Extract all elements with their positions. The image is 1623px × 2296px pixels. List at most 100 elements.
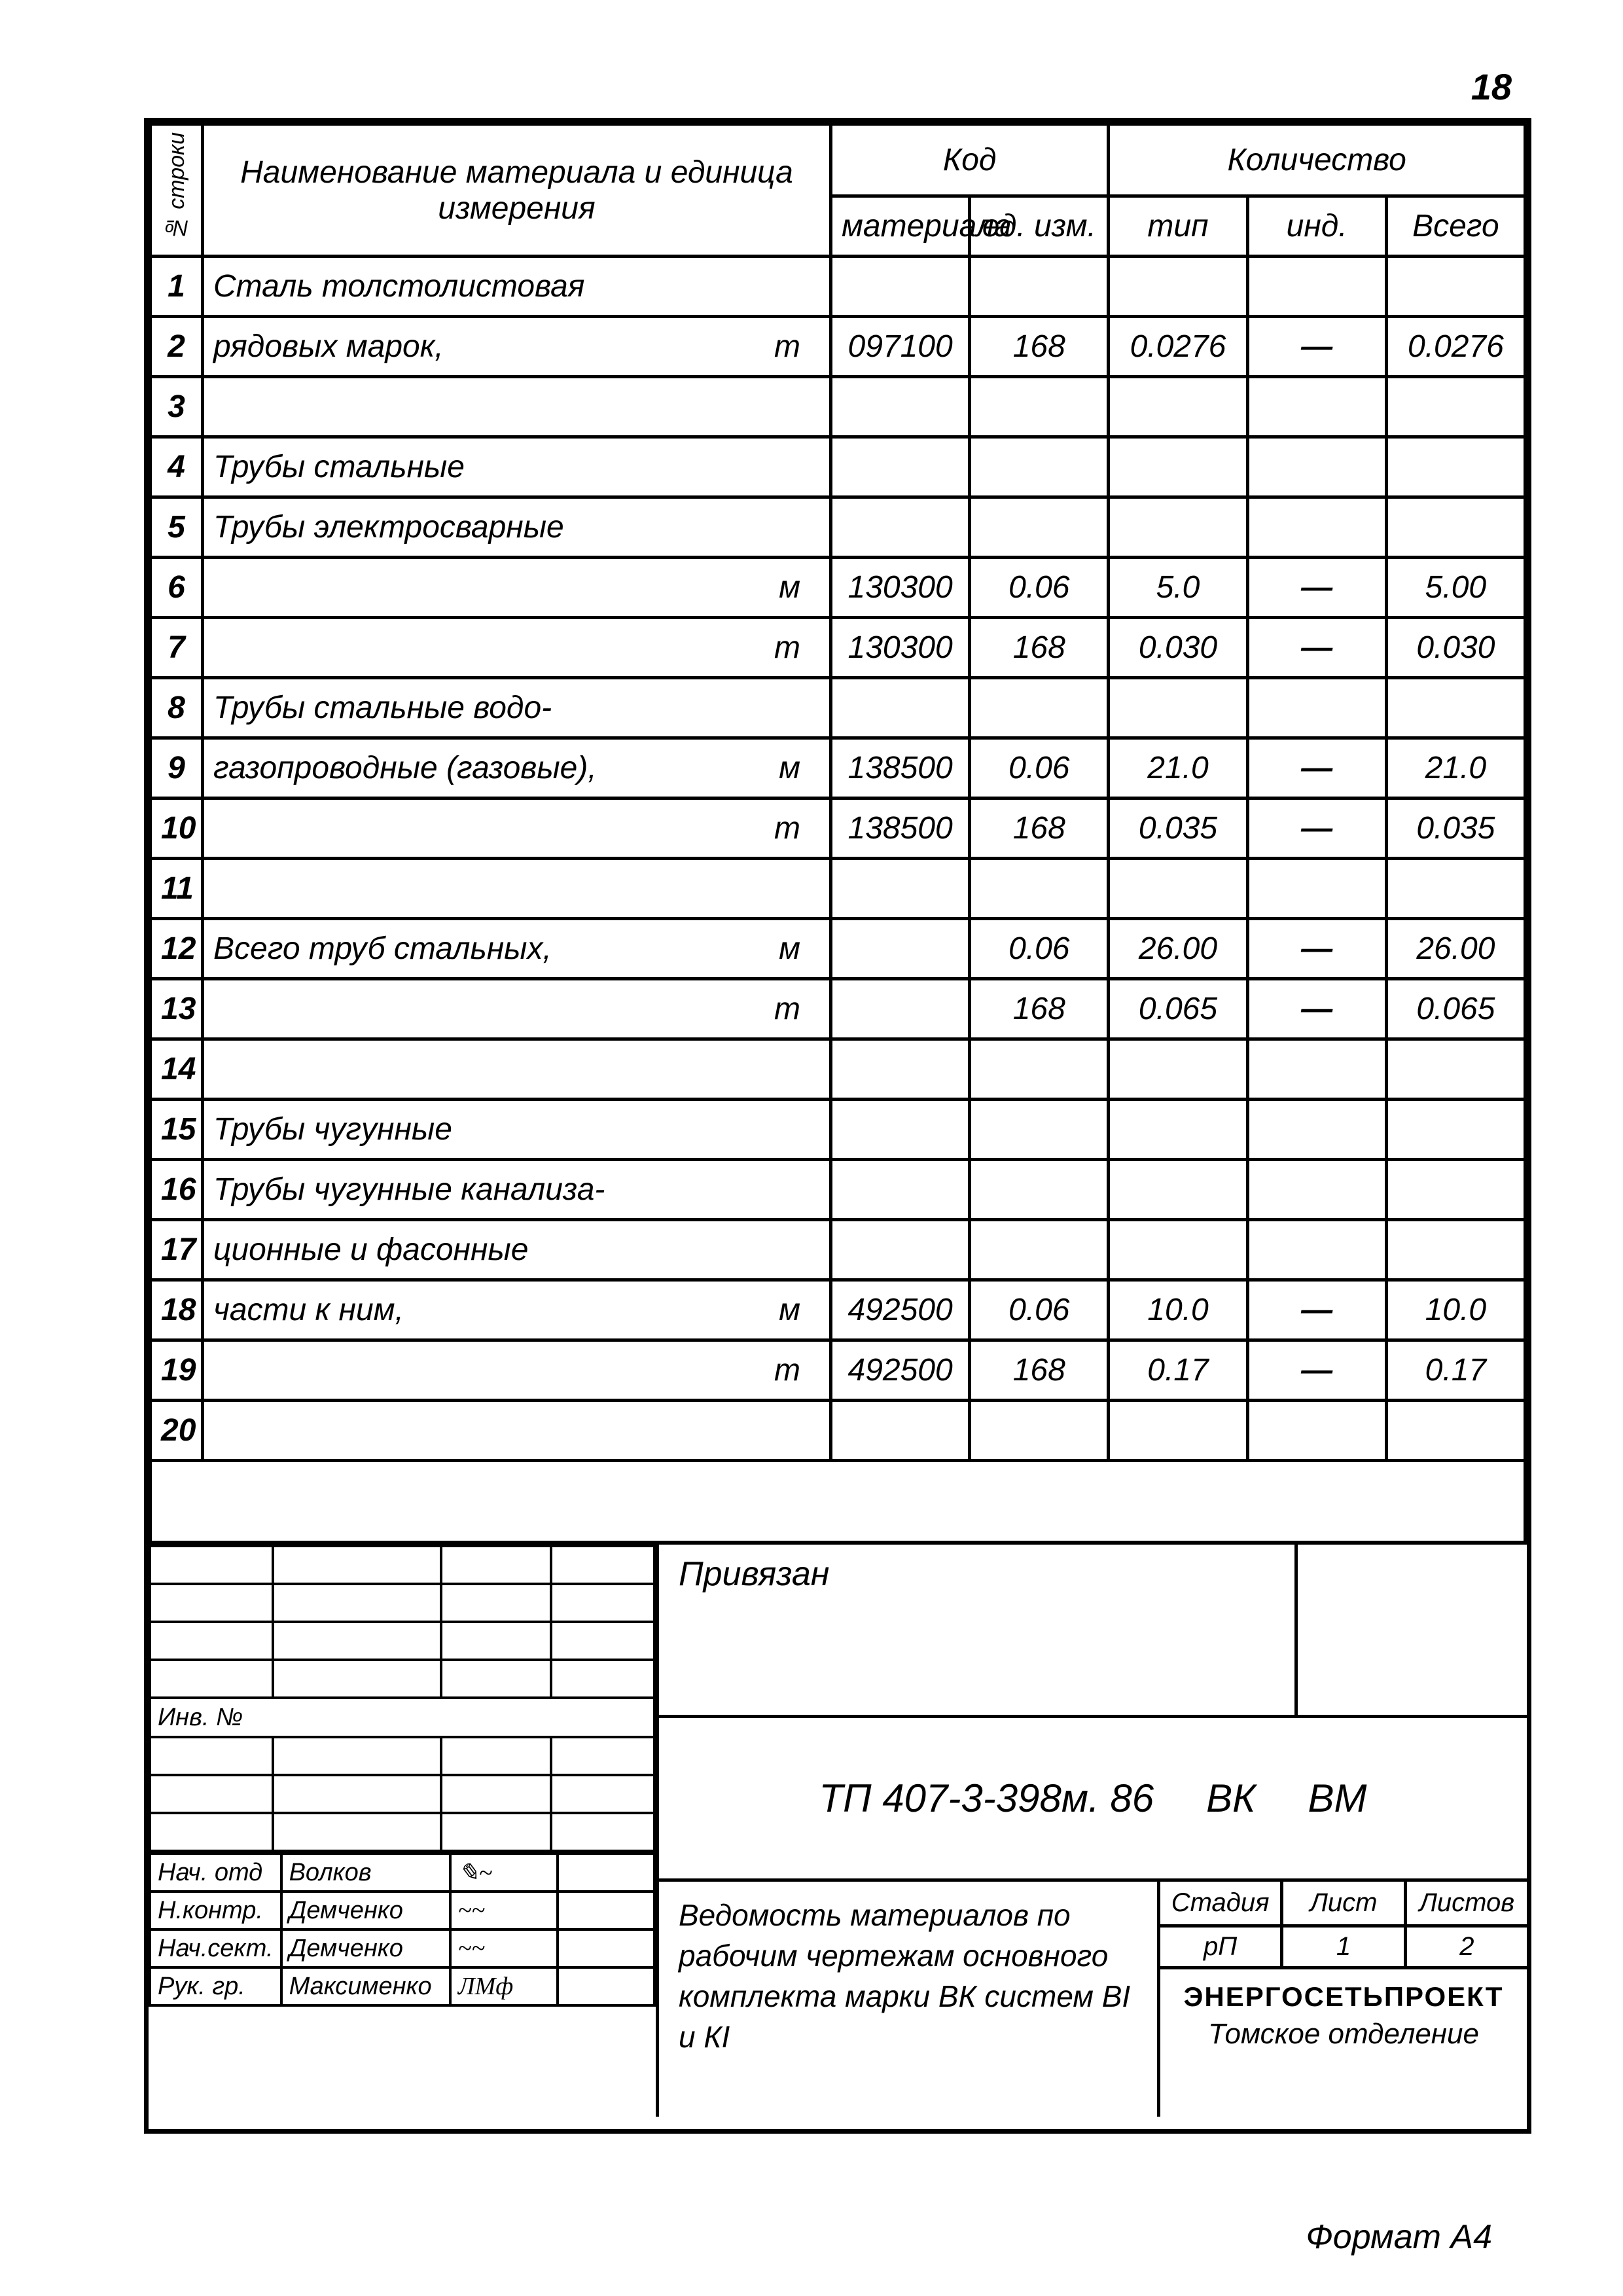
row-qty-ind: — bbox=[1247, 738, 1386, 798]
signer-role: Нач. отд bbox=[150, 1854, 281, 1892]
col-row-label: № строки bbox=[166, 132, 188, 240]
row-qty-total: 10.0 bbox=[1386, 1280, 1525, 1340]
row-material-code bbox=[831, 1100, 970, 1160]
org-branch: Томское отделение bbox=[1167, 2015, 1520, 2053]
row-qty-ind bbox=[1247, 377, 1386, 437]
signer-date bbox=[558, 1967, 654, 2005]
row-qty-ind bbox=[1247, 859, 1386, 919]
signer-name: Демченко bbox=[281, 1929, 450, 1967]
row-qty-ind: — bbox=[1247, 317, 1386, 377]
table-row: 1Сталь толстолистовая bbox=[151, 257, 1525, 317]
row-qty-tip: 21.0 bbox=[1109, 738, 1247, 798]
row-material-code: 097100 bbox=[831, 317, 970, 377]
doc-code-main: ТП 407-3-398м. 86 bbox=[819, 1776, 1154, 1821]
privyazan-label: Привязан bbox=[659, 1545, 1298, 1715]
row-qty-ind bbox=[1247, 1220, 1386, 1280]
row-number: 15 bbox=[151, 1100, 203, 1160]
row-material-code bbox=[831, 1160, 970, 1220]
signer-role: Н.контр. bbox=[150, 1892, 281, 1929]
row-number: 9 bbox=[151, 738, 203, 798]
table-row: 10т1385001680.035—0.035 bbox=[151, 798, 1525, 859]
row-qty-tip bbox=[1109, 1220, 1247, 1280]
stage-h-2: Лист bbox=[1283, 1882, 1406, 1924]
row-qty-ind bbox=[1247, 497, 1386, 558]
row-qty-total bbox=[1386, 678, 1525, 738]
row-name: т bbox=[203, 979, 831, 1039]
table-row: 3 bbox=[151, 377, 1525, 437]
table-row: 14 bbox=[151, 1039, 1525, 1100]
signer-row: Нач. отдВолков✎~ bbox=[150, 1854, 654, 1892]
row-unit-code bbox=[970, 377, 1109, 437]
row-qty-tip: 0.065 bbox=[1109, 979, 1247, 1039]
row-unit-code: 0.06 bbox=[970, 1280, 1109, 1340]
row-number: 1 bbox=[151, 257, 203, 317]
row-material-code: 492500 bbox=[831, 1340, 970, 1401]
row-qty-tip: 26.00 bbox=[1109, 919, 1247, 979]
signer-role: Нач.сект. bbox=[150, 1929, 281, 1967]
table-row: 17ционные и фасонные bbox=[151, 1220, 1525, 1280]
row-qty-total bbox=[1386, 377, 1525, 437]
row-material-code bbox=[831, 1039, 970, 1100]
row-material-code: 492500 bbox=[831, 1280, 970, 1340]
row-unit-code bbox=[970, 1039, 1109, 1100]
privyazan-empty bbox=[1298, 1545, 1527, 1715]
row-number: 3 bbox=[151, 377, 203, 437]
row-qty-tip bbox=[1109, 1100, 1247, 1160]
signer-signature: ~~ bbox=[450, 1892, 558, 1929]
row-qty-tip: 0.17 bbox=[1109, 1340, 1247, 1401]
row-qty-tip: 10.0 bbox=[1109, 1280, 1247, 1340]
stage-v-2: 1 bbox=[1283, 1928, 1406, 1966]
row-name bbox=[203, 859, 831, 919]
row-material-code bbox=[831, 859, 970, 919]
row-qty-tip: 0.030 bbox=[1109, 618, 1247, 678]
row-number: 14 bbox=[151, 1039, 203, 1100]
row-name: Всего труб стальных,м bbox=[203, 919, 831, 979]
table-row: 9газопроводные (газовые),м1385000.0621.0… bbox=[151, 738, 1525, 798]
row-material-code: 138500 bbox=[831, 798, 970, 859]
row-qty-ind: — bbox=[1247, 1280, 1386, 1340]
row-unit-code: 168 bbox=[970, 1340, 1109, 1401]
org-name: ЭНЕРГОСЕТЬПРОЕКТ bbox=[1167, 1979, 1520, 2015]
row-qty-ind bbox=[1247, 1100, 1386, 1160]
row-material-code bbox=[831, 257, 970, 317]
row-number: 13 bbox=[151, 979, 203, 1039]
col-qty-total: Всего bbox=[1386, 196, 1525, 257]
row-unit-code: 168 bbox=[970, 979, 1109, 1039]
row-unit-code bbox=[970, 497, 1109, 558]
row-material-code bbox=[831, 1220, 970, 1280]
signer-name: Волков bbox=[281, 1854, 450, 1892]
table-row: 15Трубы чугунные bbox=[151, 1100, 1525, 1160]
format-label: Формат А4 bbox=[1306, 2217, 1492, 2257]
row-qty-tip bbox=[1109, 859, 1247, 919]
signer-date bbox=[558, 1929, 654, 1967]
row-material-code bbox=[831, 497, 970, 558]
row-unit-code: 0.06 bbox=[970, 738, 1109, 798]
row-unit-code bbox=[970, 1401, 1109, 1461]
row-qty-total: 0.17 bbox=[1386, 1340, 1525, 1401]
row-qty-ind bbox=[1247, 1039, 1386, 1100]
row-number: 5 bbox=[151, 497, 203, 558]
row-unit-code bbox=[970, 678, 1109, 738]
doc-code-b1: ВК bbox=[1206, 1776, 1255, 1821]
document-description: Ведомость материалов по рабочим чертежам… bbox=[659, 1882, 1160, 2117]
row-name: Трубы чугунные канализа- bbox=[203, 1160, 831, 1220]
row-qty-total bbox=[1386, 1220, 1525, 1280]
row-number: 19 bbox=[151, 1340, 203, 1401]
row-qty-tip bbox=[1109, 257, 1247, 317]
row-qty-total bbox=[1386, 1039, 1525, 1100]
row-number: 8 bbox=[151, 678, 203, 738]
inv-label: Инв. № bbox=[150, 1698, 654, 1737]
row-name: Трубы стальные bbox=[203, 437, 831, 497]
row-unit-code: 168 bbox=[970, 798, 1109, 859]
table-row: 7т1303001680.030—0.030 bbox=[151, 618, 1525, 678]
row-name: м bbox=[203, 558, 831, 618]
row-qty-tip: 0.0276 bbox=[1109, 317, 1247, 377]
row-name: Трубы чугунные bbox=[203, 1100, 831, 1160]
row-number: 4 bbox=[151, 437, 203, 497]
table-row: 12Всего труб стальных,м0.0626.00—26.00 bbox=[151, 919, 1525, 979]
row-qty-total: 0.0276 bbox=[1386, 317, 1525, 377]
table-row: 8Трубы стальные водо- bbox=[151, 678, 1525, 738]
row-qty-total: 26.00 bbox=[1386, 919, 1525, 979]
row-name: части к ним,м bbox=[203, 1280, 831, 1340]
row-qty-total: 0.065 bbox=[1386, 979, 1525, 1039]
